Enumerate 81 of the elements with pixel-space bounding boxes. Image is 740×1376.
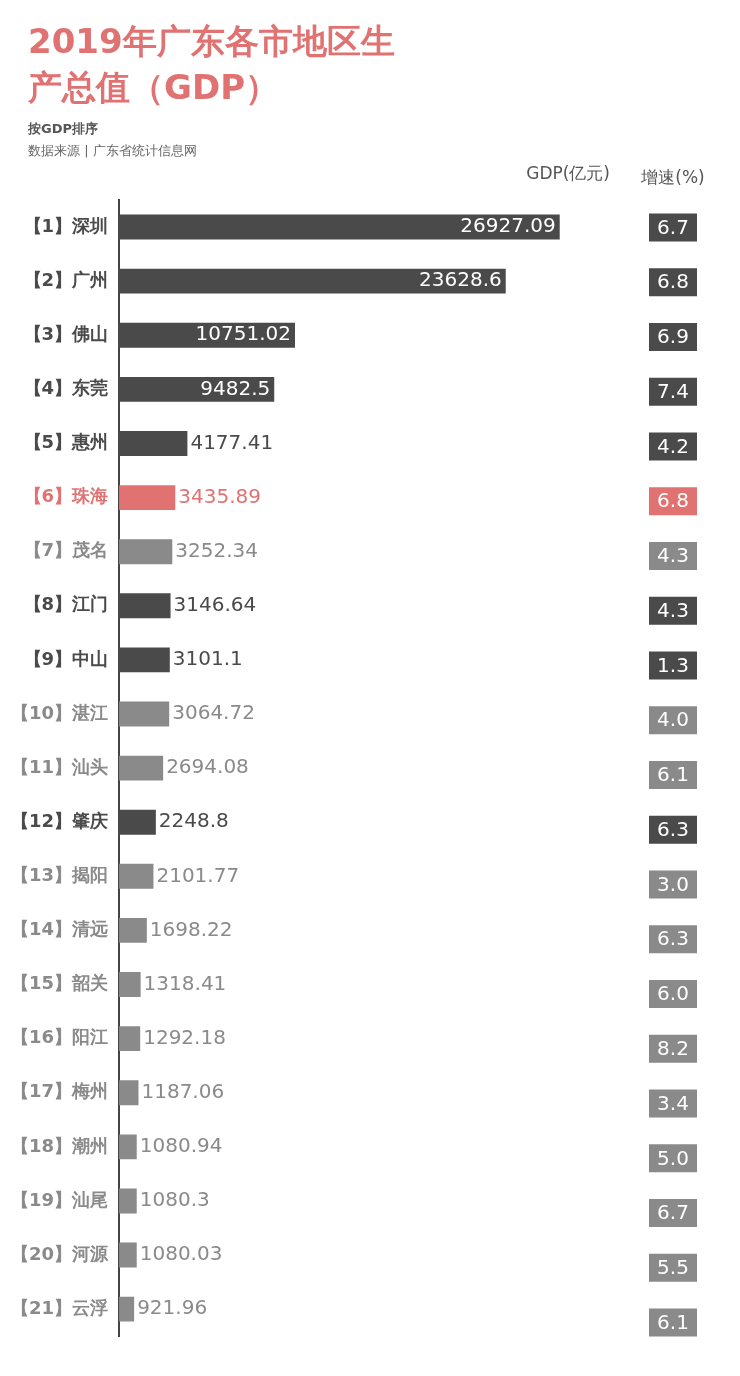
y-tick-label: 【21】云浮 [10,1296,109,1318]
data-label: 4.3 [657,543,689,568]
data-label: 6.9 [657,324,689,349]
data-label: 1080.94 [139,1133,223,1158]
data-label: 1698.22 [149,916,233,941]
data-label: 6.0 [657,981,689,1006]
y-tick-label: 【10】湛江 [10,701,109,723]
data-label: 3146.64 [173,591,257,616]
bar [119,917,147,943]
data-label: 7.4 [657,378,689,403]
data-label: 2694.08 [166,754,249,779]
bar [119,1296,135,1322]
data-label: 4177.41 [190,429,274,454]
y-tick-label: 【19】汕尾 [10,1188,109,1210]
y-tick-label: 【12】肇庆 [10,809,109,831]
data-label: 3435.89 [178,483,261,508]
data-label: 6.7 [657,214,689,239]
y-tick-label: 【9】中山 [23,647,109,669]
data-label: 6.1 [657,1309,689,1334]
y-tick-label: 【5】惠州 [23,431,109,453]
data-label: 2248.8 [158,808,229,833]
bar [119,972,141,997]
data-label: 1080.3 [139,1187,210,1212]
data-label: 4.0 [657,707,689,732]
x-tick-label: 增速(%) [640,167,705,188]
data-label: 5.0 [657,1145,689,1170]
bar [119,1080,139,1106]
data-label: 1187.06 [141,1078,225,1103]
y-tick-label: 【2】广州 [23,268,109,290]
chart-subtitle: 按GDP排序 [28,120,99,138]
bar [119,485,176,511]
data-label: 1318.41 [143,970,227,995]
data-label: 3.0 [657,871,689,896]
data-label: 921.96 [137,1295,208,1320]
y-tick-label: 【13】揭阳 [10,863,109,885]
y-tick-label: 【14】清远 [10,918,109,940]
y-tick-label: 【1】深圳 [23,214,109,236]
data-label: 6.7 [657,1200,689,1225]
bar [119,1026,141,1052]
data-label: 6.8 [657,488,689,513]
data-label: 8.2 [657,1036,689,1061]
data-label: 2101.77 [156,862,240,887]
data-label: 6.3 [657,816,689,841]
data-label: 3101.1 [172,646,243,671]
source-note: 数据来源 | 广东省统计信息网 [28,142,198,160]
data-label: 4.2 [657,433,689,458]
data-label: 9482.5 [200,375,271,400]
y-tick-label: 【3】佛山 [23,322,109,344]
data-label: 23628.6 [419,267,502,292]
data-label: 1292.18 [143,1024,226,1049]
data-label: 5.5 [657,1255,689,1280]
data-label: 3.4 [657,1090,689,1115]
data-label: 6.1 [657,762,689,787]
x-axis-title: GDP(亿元) [526,162,610,183]
data-label: 6.8 [657,269,689,294]
data-label: 1080.03 [139,1241,223,1266]
y-tick-label: 【11】汕头 [10,755,109,777]
y-tick-label: 【18】潮州 [10,1134,109,1156]
bar [119,755,164,781]
y-tick-label: 【15】韶关 [10,972,109,994]
data-label: 3252.34 [175,537,258,562]
bar [119,1242,137,1268]
data-label: 4.3 [657,597,689,622]
bar [119,701,170,727]
y-tick-label: 【6】珠海 [23,485,109,507]
data-label: 1.3 [657,652,689,677]
data-label: 10751.02 [195,321,291,346]
y-tick-label: 【4】东莞 [23,377,109,399]
bar [119,539,173,565]
data-label: 26927.09 [460,213,556,238]
bar [119,863,154,889]
y-tick-label: 【7】茂名 [23,539,109,561]
data-label: 3064.72 [172,700,255,725]
y-tick-label: 【17】梅州 [10,1080,109,1102]
chart-title: 2019年广东各市地区生产总值（GDP） [28,20,396,109]
y-tick-label: 【16】阳江 [10,1026,109,1048]
bar [119,1134,137,1160]
y-tick-label: 【8】江门 [23,593,109,615]
y-tick-label: 【20】河源 [10,1242,110,1264]
bar [119,1188,137,1214]
data-label: 6.3 [657,926,689,951]
